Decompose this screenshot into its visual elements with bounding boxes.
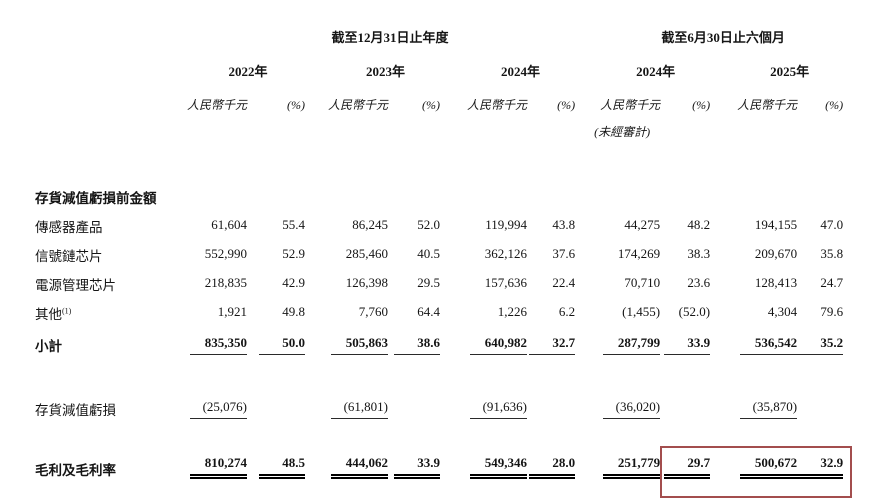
pct-label: (%) — [287, 98, 305, 113]
pct-label: (%) — [825, 98, 844, 113]
unit-label: 人民幣千元 — [466, 98, 527, 113]
unit-label: 人民幣千元 — [327, 98, 388, 113]
year-2024: 2024年 — [501, 64, 541, 80]
pct-label: (%) — [692, 98, 711, 113]
table-row-subtotal: 小計 835,350 50.0 505,863 38.6 640,982 32.… — [0, 323, 878, 355]
unit-label: 人民幣千元 — [737, 98, 798, 113]
row-label: 電源管理芯片 — [35, 278, 116, 294]
row-label: 其他(1) — [35, 306, 72, 323]
footnote-marker: (1) — [62, 306, 72, 316]
table-row-others: 其他(1) 1,921 49.8 7,760 64.4 1,226 6.2 (1… — [0, 294, 878, 323]
unit-label: 人民幣千元 — [186, 98, 247, 113]
unit-label: 人民幣千元 — [600, 98, 661, 113]
period-header-annual: 截至12月31日止年度 — [331, 30, 449, 46]
year-2024-interim: 2024年 — [636, 64, 676, 80]
period-header-row: 截至12月31日止年度 截至6月30日止六個月 — [0, 0, 878, 46]
table-row-power-mgmt: 電源管理芯片 218,835 42.9 126,398 29.5 157,636… — [0, 265, 878, 294]
row-label: 信號鏈芯片 — [35, 249, 103, 265]
pct-label: (%) — [422, 98, 440, 113]
pct-label: (%) — [557, 98, 576, 113]
unaudited-note: (未經審計) — [594, 125, 651, 140]
year-2022: 2022年 — [228, 64, 268, 80]
table-row-sensor: 傳感器產品 61,604 55.4 86,245 52.0 119,994 43… — [0, 207, 878, 236]
row-label: 毛利及毛利率 — [35, 463, 116, 479]
period-header-interim: 截至6月30日止六個月 — [661, 30, 785, 46]
table-row-impairment: 存貨減值虧損 (25,076) (61,801) (91,636) (36,02… — [0, 391, 878, 419]
row-label: 傳感器產品 — [35, 220, 103, 236]
section-header: 存貨減值虧損前金額 — [35, 191, 157, 207]
year-2023: 2023年 — [365, 64, 405, 80]
row-label: 存貨減值虧損 — [35, 403, 116, 419]
section-header-row: 存貨減值虧損前金額 — [0, 178, 878, 207]
unit-header-row: 人民幣千元 (%) 人民幣千元 (%) 人民幣千元 (%) 人民幣千元 (%) … — [0, 80, 878, 113]
table-row-gross-profit: 毛利及毛利率 810,274 48.5 444,062 33.9 549,346… — [0, 449, 878, 479]
year-2025-interim: 2025年 — [770, 64, 810, 80]
table-row-signal-chain: 信號鏈芯片 552,990 52.9 285,460 40.5 362,126 … — [0, 236, 878, 265]
year-header-row: 2022年 2023年 2024年 2024年 2025年 — [0, 46, 878, 80]
unaudited-row: (未經審計) — [0, 113, 878, 140]
financial-table: 截至12月31日止年度 截至6月30日止六個月 2022年 2023年 2024… — [0, 0, 878, 479]
row-label: 小計 — [35, 339, 62, 355]
